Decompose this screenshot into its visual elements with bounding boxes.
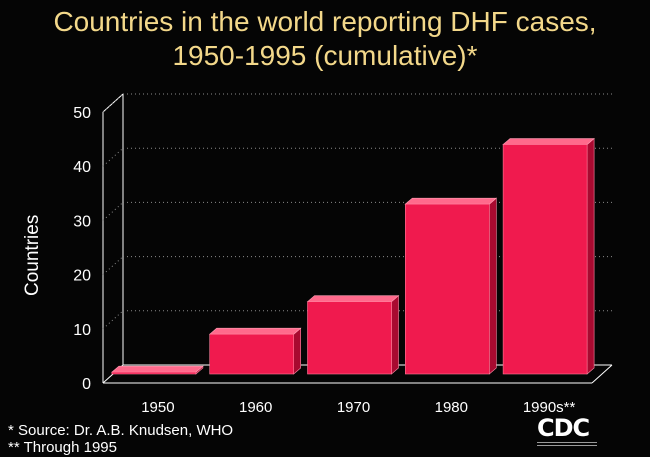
y-tick-label: 20 bbox=[73, 268, 91, 285]
x-tick-labels: 1950 1960 1970 1980 1990s** bbox=[141, 399, 575, 416]
gridline-diagonal bbox=[102, 93, 124, 113]
y-tick-label: 50 bbox=[73, 105, 91, 122]
chart-title-line-1: Countries in the world reporting DHF cas… bbox=[53, 6, 597, 37]
y-tick-label: 10 bbox=[73, 322, 91, 339]
bar-top bbox=[404, 197, 498, 205]
x-tick-label: 1960 bbox=[239, 399, 272, 416]
bar-front bbox=[209, 333, 294, 375]
x-tick-label: 1950 bbox=[141, 399, 174, 416]
bar bbox=[306, 295, 400, 375]
footnote-source: * Source: Dr. A.B. Knudsen, WHO bbox=[8, 422, 234, 439]
bar bbox=[404, 197, 498, 375]
y-tick-label: 30 bbox=[73, 213, 91, 230]
bar-front bbox=[404, 203, 490, 375]
bar-top bbox=[111, 365, 204, 373]
bars bbox=[111, 137, 595, 375]
bar-top bbox=[208, 327, 302, 335]
floor-right-diagonal bbox=[591, 364, 613, 384]
bar bbox=[208, 327, 302, 375]
gridline-diagonal bbox=[102, 147, 124, 167]
bar-side bbox=[293, 327, 302, 375]
x-tick-label: 1970 bbox=[337, 399, 370, 416]
bar-side bbox=[488, 197, 497, 375]
bar-front bbox=[502, 144, 588, 375]
bar-front bbox=[307, 301, 392, 375]
footnote-through: ** Through 1995 bbox=[8, 439, 117, 456]
bar bbox=[502, 137, 595, 375]
bar-top bbox=[502, 138, 595, 145]
gridline-diagonal bbox=[102, 310, 124, 330]
y-tick-label: 40 bbox=[73, 159, 91, 176]
bar-top bbox=[306, 295, 400, 303]
cdc-logo: CDC bbox=[537, 414, 590, 442]
bar-side bbox=[586, 137, 595, 375]
y-tick-labels: 0 10 20 30 40 50 bbox=[73, 105, 91, 393]
bar bbox=[111, 365, 204, 375]
y-axis-label: Countries bbox=[22, 215, 44, 296]
y-tick-label: 0 bbox=[82, 376, 91, 393]
x-tick-label: 1990s** bbox=[523, 399, 576, 416]
gridline-diagonal bbox=[102, 202, 124, 221]
chart-title-line-2: 1950-1995 (cumulative)* bbox=[172, 40, 478, 71]
bar-side bbox=[391, 295, 399, 375]
cdc-logo-subtext bbox=[537, 442, 597, 448]
y-axis-label-text: Countries bbox=[22, 214, 43, 296]
x-tick-label: 1980 bbox=[435, 399, 468, 416]
bar-front bbox=[111, 371, 197, 375]
gridline-diagonal bbox=[102, 256, 124, 275]
